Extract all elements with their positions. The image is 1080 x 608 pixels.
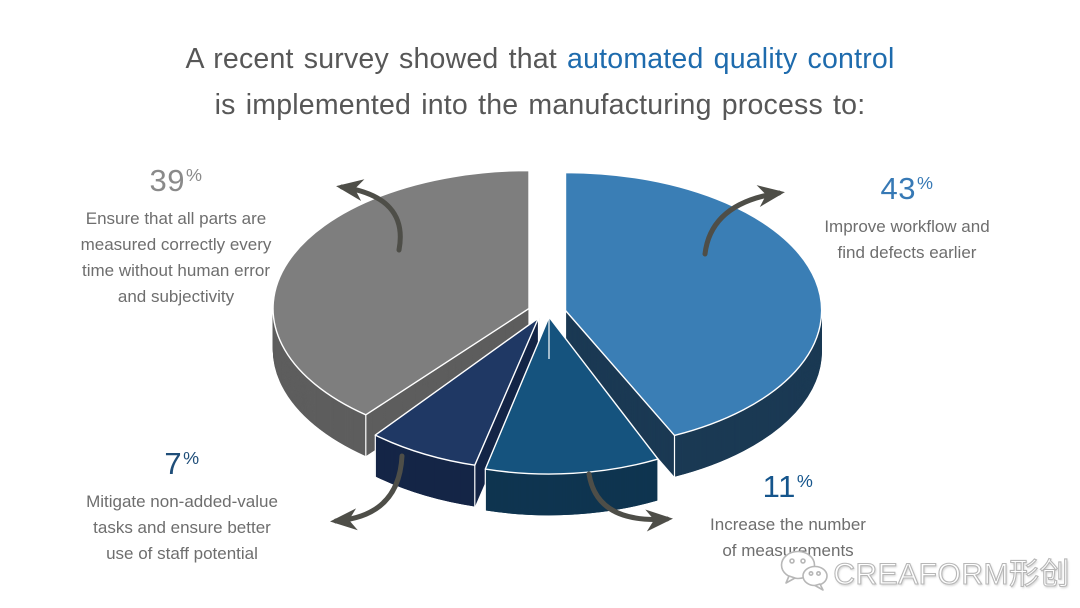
callout-11-line: of measurements bbox=[722, 541, 854, 560]
callout-39-line: measured correctly every bbox=[80, 235, 272, 254]
page-title: A recent survey showed that automated qu… bbox=[0, 36, 1080, 128]
arrow-to-7 bbox=[330, 453, 405, 531]
callout-11-line: Increase the number bbox=[710, 515, 866, 534]
pie-slice-11pct bbox=[484, 316, 659, 517]
watermark: CREAFORM形创 bbox=[778, 548, 1070, 594]
callout-7-line: Mitigate non-added-value bbox=[86, 492, 278, 511]
callout-11pct: 11% Increase the number of measurements bbox=[677, 469, 899, 564]
callout-7pct: 7% Mitigate non-added-value tasks and en… bbox=[58, 446, 306, 567]
percent-sign: % bbox=[796, 471, 814, 492]
callout-39-text: Ensure that all parts are measured corre… bbox=[48, 206, 304, 310]
callout-43-text: Improve workflow and find defects earlie… bbox=[792, 214, 1022, 266]
pct-39-value: 39 bbox=[149, 163, 185, 198]
pct-7-value: 7 bbox=[164, 446, 183, 481]
callout-43-line: find defects earlier bbox=[837, 243, 977, 262]
callout-39-line: time without human error bbox=[81, 261, 271, 280]
arrow-to-39 bbox=[336, 179, 403, 253]
callout-43pct: 43% Improve workflow and find defects ea… bbox=[792, 171, 1022, 266]
callout-7-line: tasks and ensure better bbox=[93, 518, 271, 537]
percent-sign: % bbox=[183, 448, 200, 469]
title-text: A recent survey showed that bbox=[185, 43, 568, 75]
pie-slice-39pct bbox=[272, 169, 530, 458]
pct-43: 43% bbox=[792, 171, 1022, 207]
title-highlight: automated quality control bbox=[567, 43, 895, 75]
callout-7-text: Mitigate non-added-value tasks and ensur… bbox=[58, 489, 306, 567]
percent-sign: % bbox=[186, 165, 203, 186]
pct-39: 39% bbox=[48, 163, 304, 199]
arrow-to-43 bbox=[702, 185, 785, 257]
percent-sign: % bbox=[917, 173, 934, 194]
callout-11-text: Increase the number of measurements bbox=[677, 512, 899, 564]
callout-39-line: and subjectivity bbox=[117, 287, 235, 306]
title-line-1: A recent survey showed that automated qu… bbox=[0, 36, 1080, 82]
pie-slice-43pct bbox=[564, 171, 823, 479]
arrow-to-11 bbox=[586, 471, 673, 532]
pct-11-value: 11 bbox=[762, 469, 796, 504]
callout-7-line: use of staff potential bbox=[106, 544, 258, 563]
callout-43-line: Improve workflow and bbox=[824, 217, 990, 236]
callout-39-line: Ensure that all parts are bbox=[85, 209, 267, 228]
watermark-text: CREAFORM形创 bbox=[833, 557, 1070, 591]
title-line-2: is implemented into the manufacturing pr… bbox=[214, 89, 866, 121]
pct-43-value: 43 bbox=[880, 171, 916, 206]
pct-7: 7% bbox=[58, 446, 306, 482]
pie-slice-7pct bbox=[374, 317, 540, 508]
callout-39pct: 39% Ensure that all parts are measured c… bbox=[48, 163, 304, 310]
wechat-icon bbox=[781, 550, 829, 591]
pct-11: 11% bbox=[677, 469, 899, 505]
